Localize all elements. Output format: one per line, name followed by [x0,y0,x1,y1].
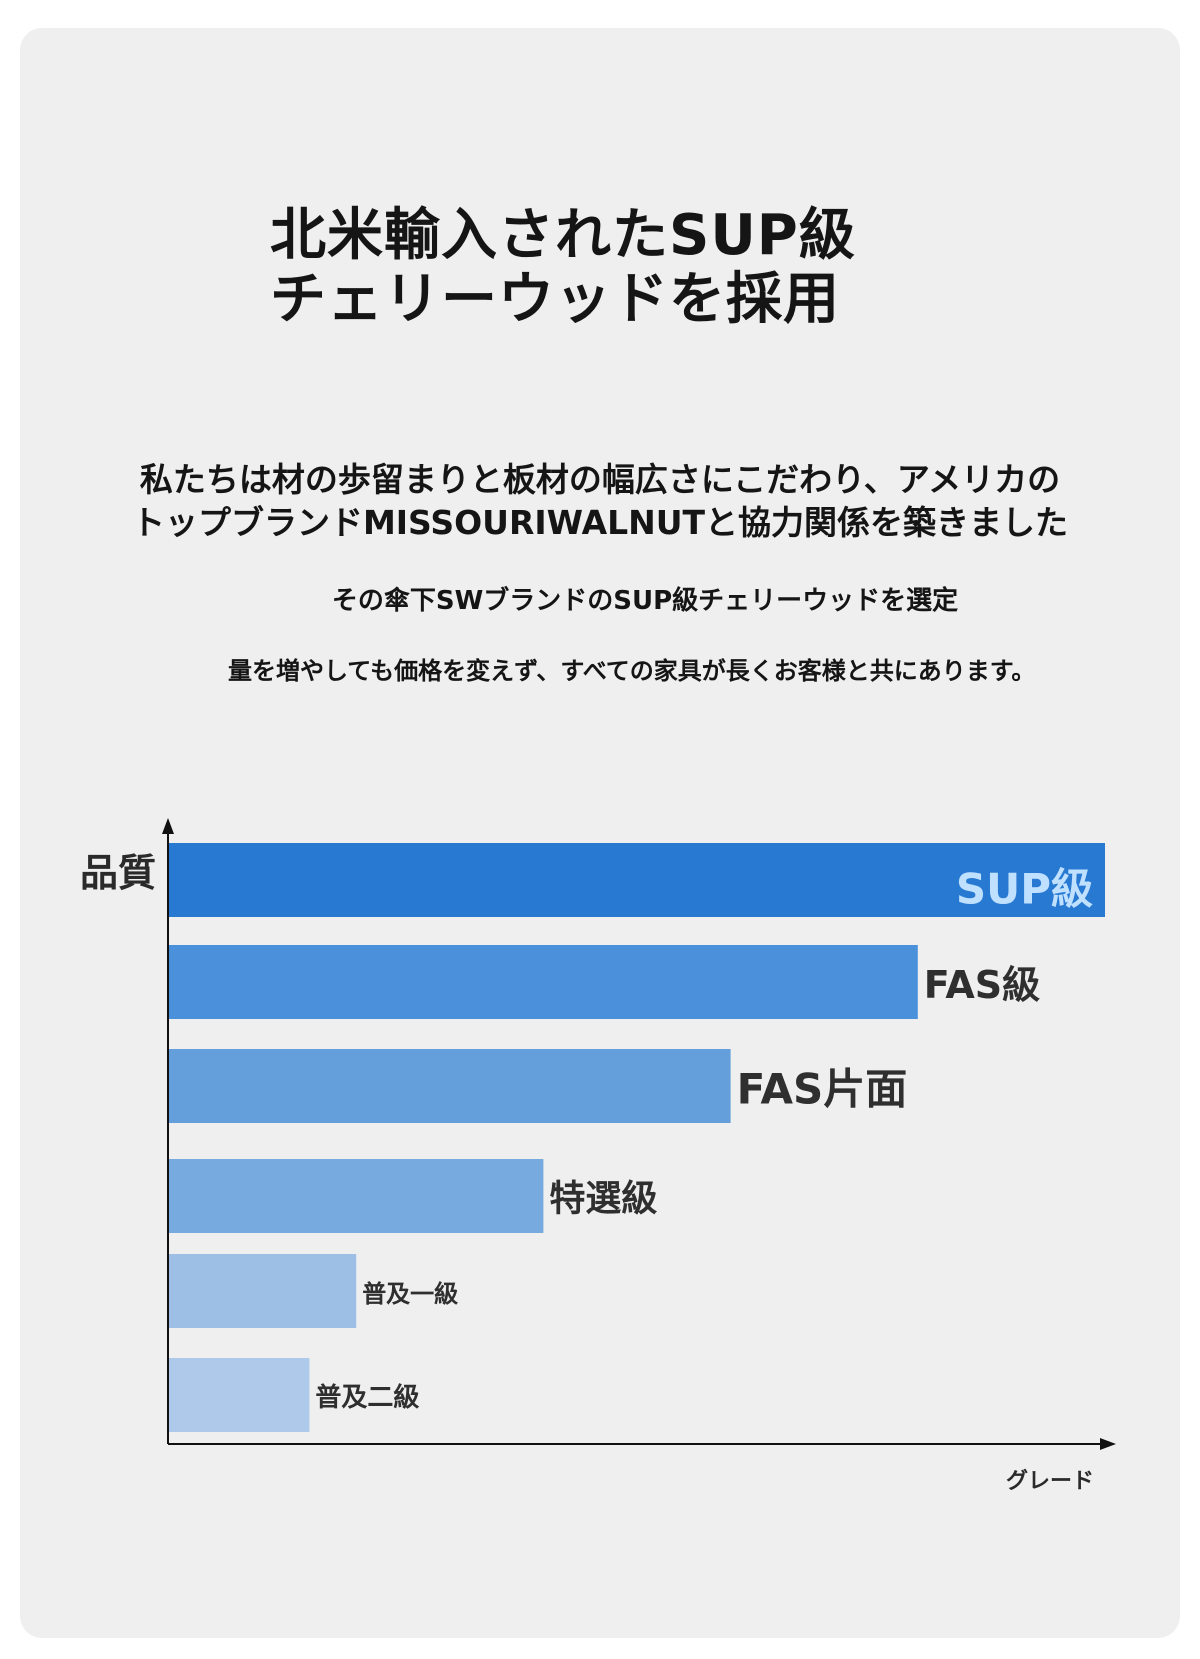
bar-1 [169,843,1105,917]
page-title-line-1: 北米輸入されたSUP級 [270,203,856,268]
bar-label-6: 普及二級 [315,1382,419,1413]
axes-layer: 品質 グレード [80,818,1116,1494]
bar-label-1: SUP級 [956,865,1093,914]
subtext-line-2: 量を増やしても価格を変えず、すべての家具が長くお客様と共にあります。 [228,657,1036,685]
bar-3 [169,1049,731,1123]
page-title-line-2: チェリーウッドを採用 [270,267,840,332]
subtext-line-1: その傘下SWブランドのSUP級チェリーウッドを選定 [331,586,959,616]
bar-label-5: 普及一級 [362,1280,458,1308]
bar-4 [169,1159,544,1233]
y-axis-label: 品質 [80,851,156,895]
bar-label-4: 特選級 [549,1179,657,1220]
bar-label-2: FAS級 [924,963,1040,1007]
bar-label-3: FAS片面 [737,1065,908,1114]
bar-6 [169,1358,310,1432]
bar-2 [169,945,918,1019]
x-axis-arrow-icon [1100,1438,1116,1450]
y-axis-arrow-icon [162,818,174,834]
intro-text-line-1: 私たちは材の歩留まりと板材の幅広さにこだわり、アメリカの [139,460,1061,499]
x-axis-label: グレード [1006,1468,1094,1494]
intro-text-line-2: トップブランドMISSOURIWALNUTと協力関係を築きました [131,503,1069,542]
bar-5 [169,1254,357,1328]
